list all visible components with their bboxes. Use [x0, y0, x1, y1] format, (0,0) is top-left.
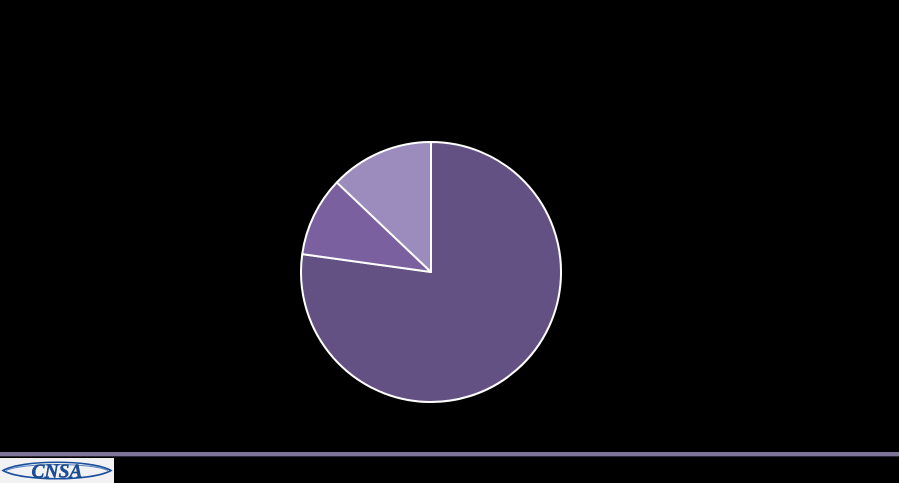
- lens-outline-icon: [1, 461, 113, 480]
- slide-footer: CNSA: [0, 450, 899, 483]
- footer-divider: [0, 452, 899, 456]
- pie-chart-area: [0, 0, 899, 450]
- footer-divider-shadow: [0, 456, 899, 457]
- lens-highlight-icon: [5, 464, 109, 471]
- pie-slice-series-2[interactable]: [301, 181, 432, 273]
- cnsa-logo-mark: CNSA: [1, 461, 113, 483]
- cnsa-logo-text: CNSA: [32, 462, 83, 483]
- cnsa-logo[interactable]: CNSA: [0, 458, 114, 483]
- pie-chart[interactable]: [0, 0, 899, 450]
- pie-slice-series-3[interactable]: [335, 141, 432, 273]
- pie-slices-group: [300, 141, 562, 403]
- pie-slice-series-1[interactable]: [300, 141, 562, 403]
